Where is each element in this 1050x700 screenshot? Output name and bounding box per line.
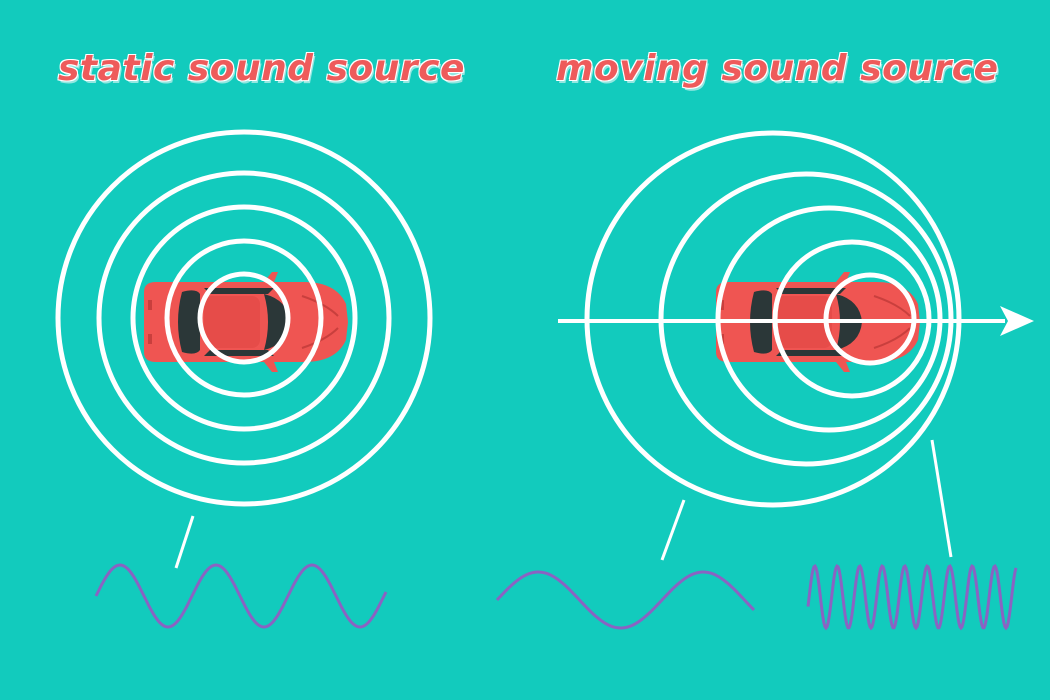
high-frequency-pointer	[930, 439, 953, 558]
normal-frequency-wave	[94, 563, 388, 629]
static-source-panel	[55, 129, 433, 629]
arrow-right-icon	[558, 306, 1034, 336]
low-frequency-wave	[495, 570, 756, 630]
static-wave-pointer	[174, 515, 195, 569]
static-ring-3	[130, 204, 358, 432]
static-ring-5	[55, 129, 433, 507]
high-frequency-wave	[806, 564, 1018, 631]
static-ring-2	[164, 238, 324, 398]
moving-source-panel	[495, 130, 1034, 631]
static-wave-rings	[55, 129, 433, 507]
low-frequency-pointer	[660, 499, 686, 561]
static-ring-4	[96, 170, 392, 466]
moving-source-title: moving sound source	[556, 48, 999, 89]
static-source-title: static sound source	[58, 48, 465, 89]
static-ring-1	[197, 271, 291, 365]
